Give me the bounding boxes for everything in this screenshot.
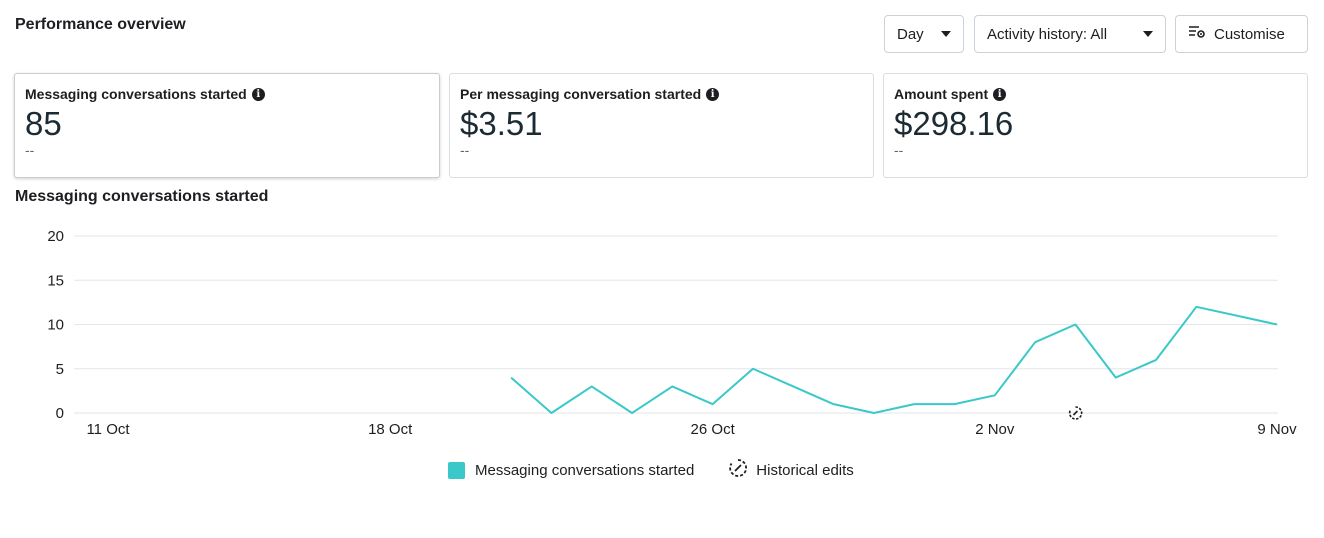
x-tick-label: 18 Oct [368,421,413,438]
y-tick-label: 0 [56,405,64,422]
x-tick-label: 11 Oct [86,421,130,438]
y-tick-label: 15 [47,272,64,289]
x-tick-label: 9 Nov [1257,421,1297,438]
data-point [590,384,594,388]
series-line [510,305,1278,414]
metric-comparison: -- [460,142,470,158]
legend-item-series[interactable]: Messaging conversations started [448,461,695,479]
activity-history-dropdown[interactable]: Activity history: All [974,15,1166,53]
data-point [670,384,674,388]
metric-card-amount-spent[interactable]: Amount spent i $298.16 -- [883,73,1308,178]
info-icon[interactable]: i [993,87,1007,101]
data-point [1275,323,1279,327]
data-point [1033,340,1037,344]
legend-label-historical-edits: Historical edits [756,461,854,479]
y-tick-label: 5 [56,361,64,378]
metric-label-row: Amount spent i [894,86,1297,102]
metric-comparison: -- [25,142,35,158]
historical-edit-icon [728,458,748,482]
teal-square-icon [448,461,465,479]
metric-comparison: -- [894,142,904,158]
data-point [791,384,795,388]
customise-label: Customise [1214,25,1285,43]
historical-edit-marker-icon[interactable] [1068,406,1083,420]
metric-label: Amount spent [894,86,989,102]
metric-card-conversations[interactable]: Messaging conversations started i 85 -- [14,73,440,178]
page-title: Performance overview [15,16,186,33]
info-icon[interactable]: i [251,87,265,101]
customise-button[interactable]: Customise [1175,15,1308,53]
data-point [1114,376,1118,380]
metric-label-row: Per messaging conversation started i [460,86,863,102]
data-point [509,376,513,380]
metric-value: 85 [25,105,62,142]
metric-label: Per messaging conversation started [460,86,702,102]
data-point [630,411,634,415]
activity-history-label: Activity history: All [987,25,1108,43]
metric-label: Messaging conversations started [25,86,247,102]
caret-down-icon [1143,31,1153,37]
data-point [993,393,997,397]
legend-label-series: Messaging conversations started [475,461,695,479]
x-tick-label: 2 Nov [975,421,1015,438]
day-dropdown[interactable]: Day [884,15,964,53]
x-tick-label: 26 Oct [691,421,736,438]
info-icon[interactable]: i [706,87,720,101]
chart-legend: Messaging conversations started Historic… [448,458,888,482]
y-tick-label: 10 [47,317,64,334]
metric-value: $3.51 [460,105,543,142]
data-point [549,411,553,415]
caret-down-icon [941,31,951,37]
customise-settings-icon [1188,25,1206,43]
data-point [832,402,836,406]
data-point [953,402,957,406]
data-point [912,402,916,406]
data-point [1073,323,1077,327]
chart-title: Messaging conversations started [15,188,269,205]
data-point [711,402,715,406]
data-point [1154,358,1158,362]
metric-label-row: Messaging conversations started i [25,86,429,102]
day-dropdown-label: Day [897,25,924,43]
metric-card-cost-per-conversation[interactable]: Per messaging conversation started i $3.… [449,73,874,178]
y-tick-label: 20 [47,228,64,245]
data-point [872,411,876,415]
data-point [1194,305,1198,309]
metric-value: $298.16 [894,105,1014,142]
legend-item-historical-edits[interactable]: Historical edits [728,458,854,482]
data-point [751,367,755,371]
